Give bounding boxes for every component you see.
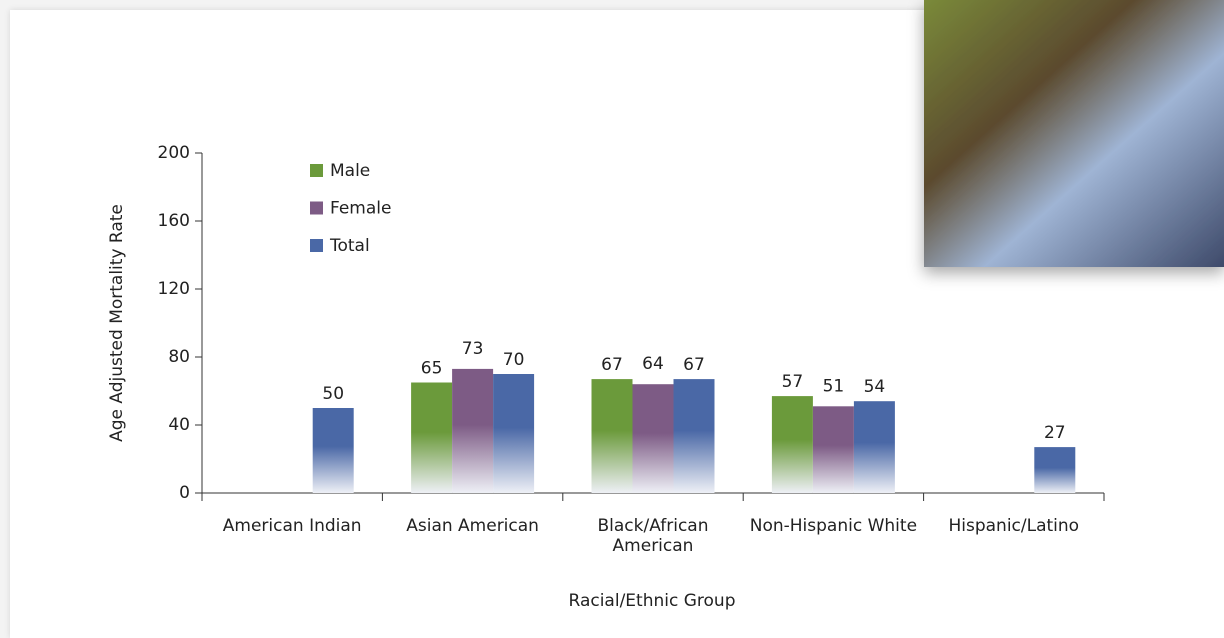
legend-swatch [310, 239, 323, 252]
value-label: 73 [462, 339, 484, 359]
x-tick-label: American Indian [222, 516, 362, 536]
bar [771, 396, 813, 493]
bar [452, 368, 494, 493]
legend-swatch [310, 164, 323, 177]
y-tick-label: 80 [168, 347, 190, 367]
y-tick-label: 120 [158, 279, 190, 299]
bar [812, 406, 854, 493]
bar [493, 374, 535, 493]
value-label: 70 [503, 350, 525, 370]
bar [312, 408, 354, 493]
legend-label: Total [329, 236, 370, 256]
x-tick-label: Non-Hispanic White [749, 516, 918, 536]
y-tick-label: 0 [179, 483, 190, 503]
x-tick-label: Hispanic/Latino [948, 516, 1080, 536]
value-label: 67 [601, 355, 623, 375]
bar [1034, 447, 1076, 493]
value-label: 65 [421, 359, 443, 379]
photo [924, 0, 1224, 267]
legend-swatch [310, 201, 323, 215]
legend-label: Male [330, 161, 370, 181]
bar [673, 379, 715, 493]
bar [632, 384, 674, 493]
value-label: 50 [322, 384, 344, 404]
value-label: 54 [864, 377, 886, 397]
bar [853, 401, 895, 493]
y-tick-label: 200 [158, 143, 190, 163]
value-label: 51 [823, 376, 845, 396]
y-tick-label: 40 [168, 415, 190, 435]
bar [591, 379, 633, 493]
bar [411, 382, 453, 493]
x-tick-label: Asian American [406, 516, 539, 536]
y-tick-label: 160 [158, 211, 190, 231]
value-label: 27 [1044, 423, 1066, 443]
x-axis-title: Racial/Ethnic Group [569, 591, 736, 611]
value-label: 67 [683, 355, 705, 375]
value-label: 57 [782, 372, 804, 392]
x-tick-label: Black/African American [597, 516, 709, 556]
legend-label: Female [330, 199, 391, 219]
value-label: 64 [642, 354, 664, 374]
y-axis-title: Age Adjusted Mortality Rate [107, 204, 127, 442]
